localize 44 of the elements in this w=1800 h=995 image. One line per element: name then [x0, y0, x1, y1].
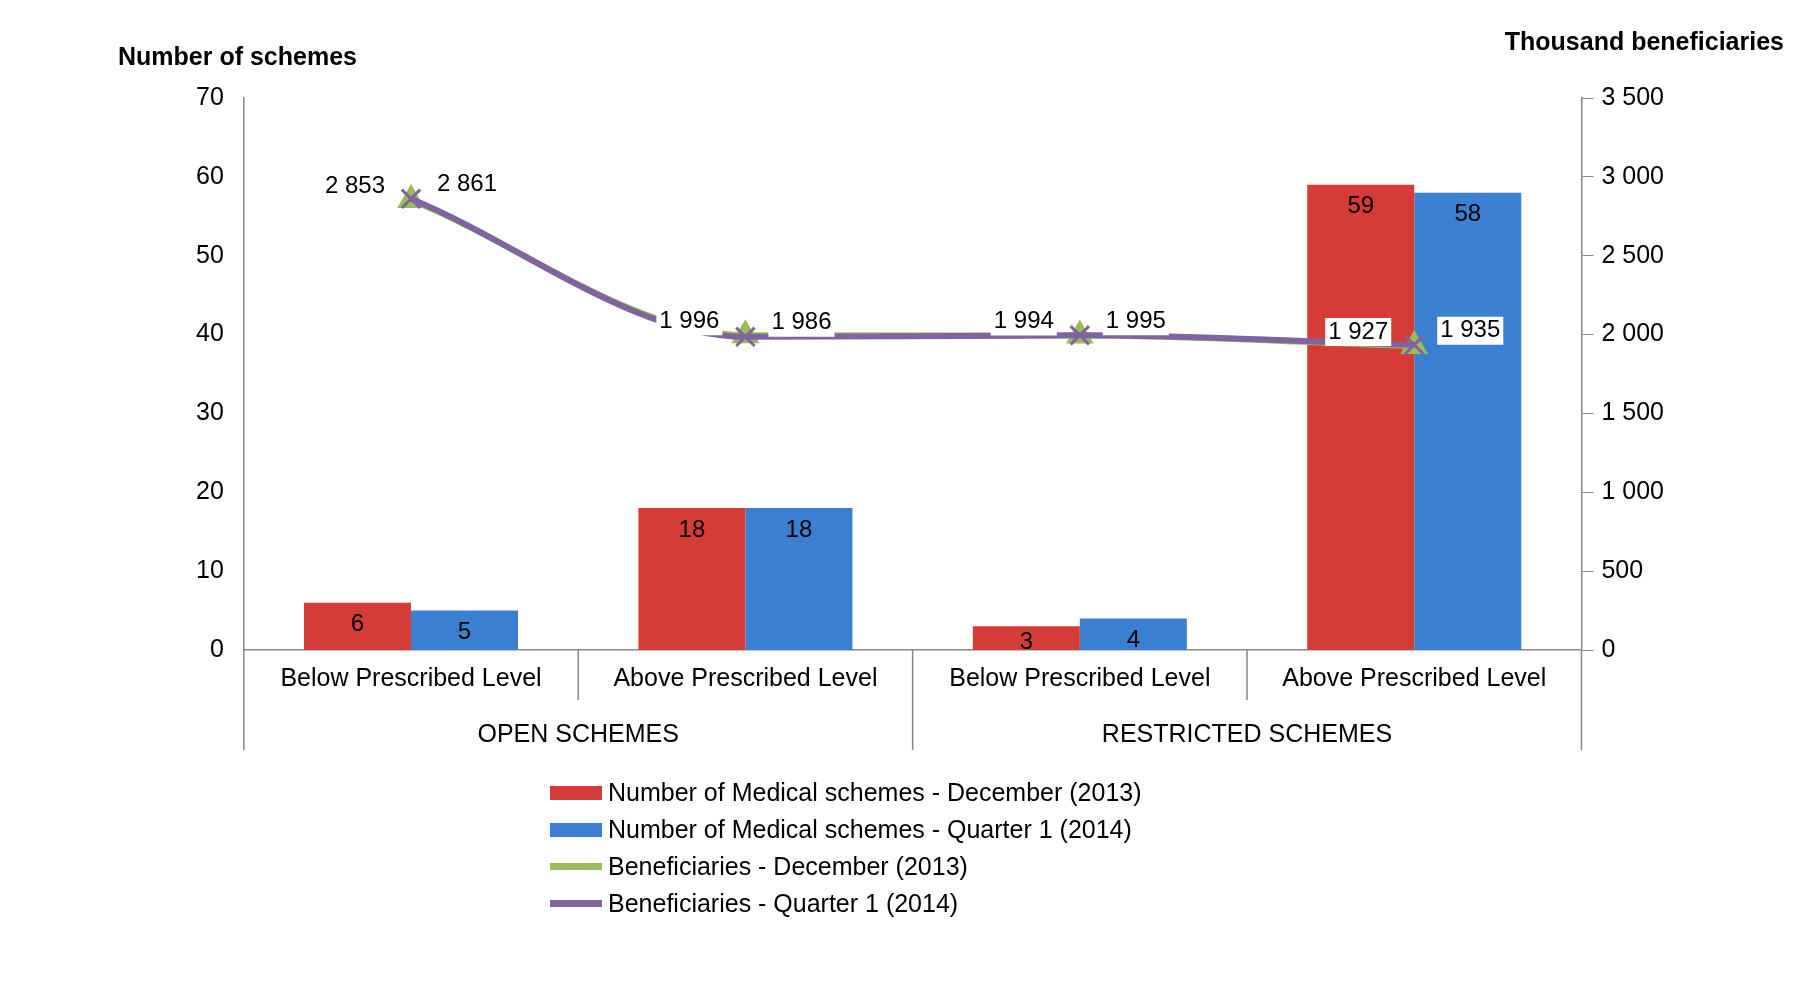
text: OPEN SCHEMES: [477, 718, 679, 747]
data-label: 5: [457, 617, 472, 645]
data-label: 1 995: [1105, 305, 1166, 333]
x-tick-label: Below Prescribed Level: [280, 662, 542, 691]
y-tick-label: 30: [196, 397, 224, 426]
text: RESTRICTED SCHEMES: [1101, 718, 1393, 747]
legend-label: Number of Medical schemes - Quarter 1 (2014): [608, 815, 1132, 844]
data-label: 3: [1019, 626, 1033, 654]
y2-tick-label: 3 500: [1601, 81, 1664, 110]
y-tick-label: 20: [196, 476, 224, 505]
y2-tick-label: 1 000: [1601, 476, 1664, 505]
data-label: 59: [1347, 191, 1375, 219]
x-tick-label: Below Prescribed Level: [949, 662, 1211, 691]
y-tick-label: 70: [196, 81, 224, 110]
legend-label: Number of Medical schemes - December (2013): [608, 778, 1142, 807]
data-label: 58: [1454, 199, 1482, 227]
y-tick-label: 60: [196, 160, 224, 189]
y2-tick-label: 2 000: [1601, 318, 1664, 347]
y2-tick-label: 500: [1601, 555, 1644, 584]
data-label: 18: [678, 514, 706, 542]
y2-tick-label: 2 500: [1601, 239, 1664, 268]
y-tick-label: 50: [196, 239, 224, 268]
legend-label: Beneficiaries - December (2013): [608, 852, 968, 881]
y-tick-label: 40: [196, 318, 224, 347]
data-label: 18: [785, 514, 813, 542]
data-label: 1 996: [659, 305, 720, 333]
y2-tick-label: 3 000: [1601, 160, 1664, 189]
x-tick-label: Above Prescribed Level: [613, 662, 878, 691]
data-label: 4: [1126, 625, 1141, 653]
data-label: 2 853: [324, 170, 386, 198]
y2-axis-title: Thousand beneficiaries: [1504, 26, 1784, 55]
y2-tick-label: 0: [1601, 633, 1616, 662]
data-label: 1 927: [1328, 316, 1389, 344]
legend-label: Beneficiaries - Quarter 1 (2014): [608, 889, 959, 918]
data-label: 6: [350, 609, 365, 637]
data-label: 1 935: [1440, 315, 1501, 343]
y-tick-label: 10: [196, 555, 224, 584]
data-label: 1 986: [771, 307, 832, 335]
data-label: 1 994: [993, 306, 1054, 334]
y2-tick-label: 1 500: [1601, 397, 1664, 426]
x-tick-label: Above Prescribed Level: [1282, 662, 1547, 691]
y-tick-label: 0: [209, 633, 224, 662]
y-axis-title: Number of schemes: [118, 41, 357, 70]
data-label: 2 861: [437, 169, 498, 197]
